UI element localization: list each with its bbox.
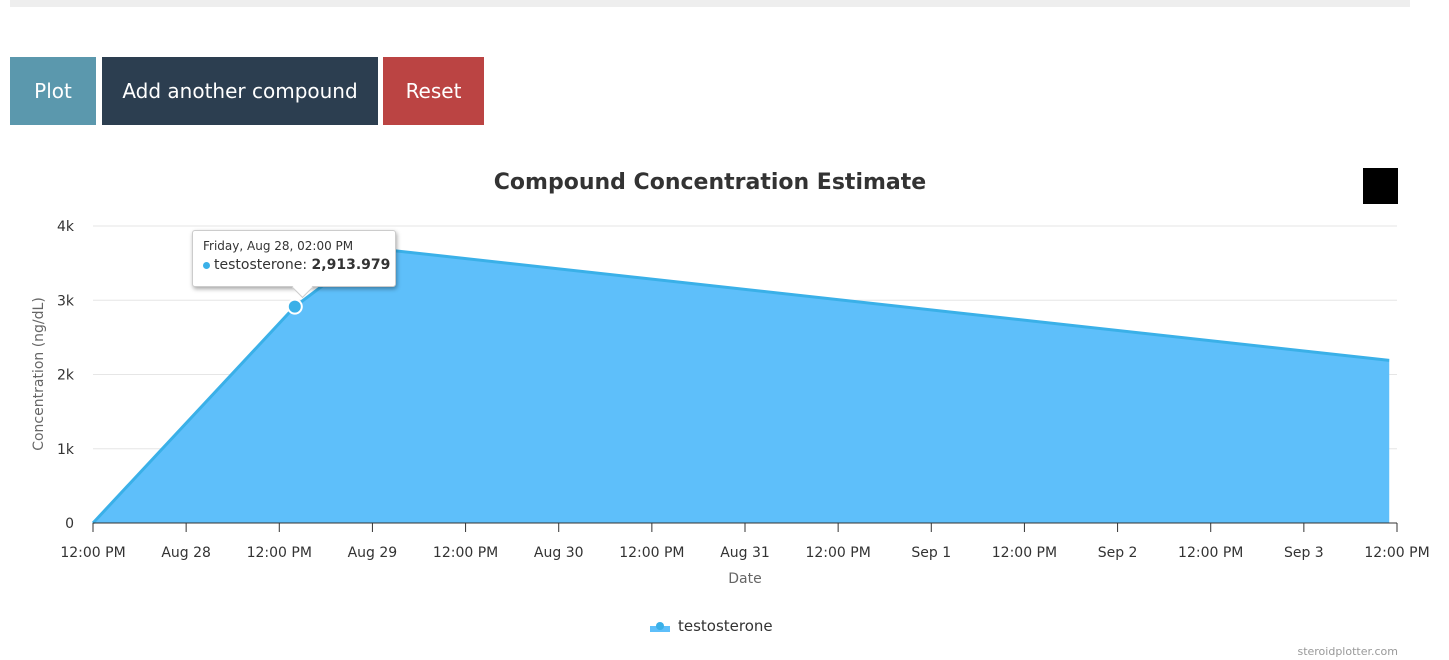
x-tick-label: Sep 1: [911, 545, 951, 561]
x-tick-label: 12:00 PM: [1364, 545, 1429, 561]
x-axis-label: Date: [728, 571, 761, 587]
highlight-point: [286, 298, 303, 315]
x-tick-label: 12:00 PM: [1178, 545, 1243, 561]
tooltip-date: Friday, Aug 28, 02:00 PM: [203, 239, 354, 253]
tooltip-series-name: testosterone: [214, 257, 303, 273]
legend-area-icon: [650, 622, 670, 632]
chart-menu-button[interactable]: [1363, 168, 1398, 204]
tooltip-value: 2,913.979: [311, 257, 391, 273]
data-tooltip: Friday, Aug 28, 02:00 PM testosterone: 2…: [192, 230, 396, 287]
series-testosterone[interactable]: [91, 246, 1390, 525]
reset-button[interactable]: Reset: [383, 57, 484, 125]
x-tick-label: 12:00 PM: [805, 545, 870, 561]
x-tick-label: Sep 3: [1284, 545, 1324, 561]
top-panel-edge: [10, 0, 1410, 7]
x-tick-label: Aug 29: [348, 545, 398, 561]
y-tick-label: 0: [65, 516, 74, 532]
axes: 0 1k 2k 3k 4k 12:00 PM Aug 28 12:00 PM Aug 29 12:…: [57, 219, 1430, 561]
x-tick-label: 12:00 PM: [992, 545, 1057, 561]
x-tick-label: Aug 28: [161, 545, 211, 561]
x-tick-label: 12:00 PM: [247, 545, 312, 561]
chart-title: Compound Concentration Estimate: [493, 170, 927, 195]
y-tick-label: 1k: [57, 442, 75, 458]
legend-item-testosterone[interactable]: testosterone: [650, 616, 773, 636]
x-tick-label: 12:00 PM: [60, 545, 125, 561]
y-tick-label: 4k: [57, 219, 75, 235]
y-tick-label: 3k: [57, 293, 75, 309]
x-tick-label: 12:00 PM: [433, 545, 498, 561]
y-tick-label: 2k: [57, 368, 75, 384]
area-fill: [93, 248, 1390, 523]
plot-button[interactable]: Plot: [10, 57, 96, 125]
x-tick-label: Aug 30: [534, 545, 584, 561]
x-tick-label: 12:00 PM: [619, 545, 684, 561]
add-compound-button[interactable]: Add another compound: [102, 57, 378, 125]
tooltip-series-dot-icon: [203, 261, 210, 269]
x-tick-label: Aug 31: [720, 545, 770, 561]
tooltip-line: testosterone: 2,913.979: [203, 257, 390, 273]
legend-label: testosterone: [678, 617, 773, 635]
credits-link[interactable]: steroidplotter.com: [1297, 645, 1398, 658]
y-axis-label: Concentration (ng/dL): [31, 297, 47, 451]
x-tick-label: Sep 2: [1098, 545, 1138, 561]
